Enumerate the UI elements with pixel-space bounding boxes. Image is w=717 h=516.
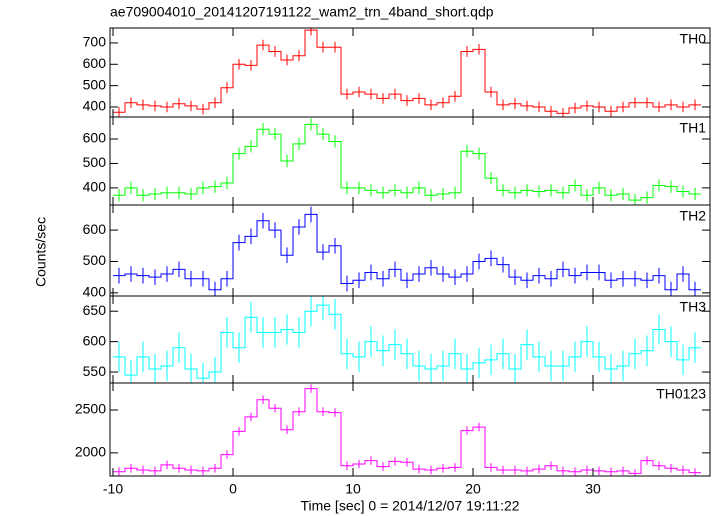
panel-frame xyxy=(109,204,711,297)
x-tick-label: 0 xyxy=(229,481,237,497)
panel-frame xyxy=(109,116,711,206)
y-axis-label: Counts/sec xyxy=(33,217,49,287)
panel-label: TH1 xyxy=(680,120,707,136)
panel-label: TH2 xyxy=(680,208,707,224)
y-tick-label: 600 xyxy=(83,332,107,348)
y-tick-label: 500 xyxy=(83,154,107,170)
x-tick-label: 20 xyxy=(465,481,481,497)
y-tick-label: 2500 xyxy=(75,401,106,417)
y-tick-label: 700 xyxy=(83,34,107,50)
panel-frame xyxy=(109,295,711,384)
y-tick-label: 550 xyxy=(83,363,107,379)
x-axis-label: Time [sec] 0 = 2014/12/07 19:11:22 xyxy=(300,498,519,514)
step-line xyxy=(113,123,701,201)
x-tick-label: 30 xyxy=(585,481,601,497)
chart-title: ae709004010_20141207191122_wam2_trn_4ban… xyxy=(110,4,494,20)
y-tick-label: 600 xyxy=(83,221,107,237)
panel-frame xyxy=(109,382,711,477)
x-tick-label: 10 xyxy=(345,481,361,497)
panel-label: TH0123 xyxy=(656,386,706,402)
y-tick-label: 600 xyxy=(83,130,107,146)
y-tick-label: 400 xyxy=(83,98,107,114)
y-tick-label: 500 xyxy=(83,76,107,92)
y-tick-label: 650 xyxy=(83,302,107,318)
y-tick-label: 600 xyxy=(83,55,107,71)
y-tick-label: 400 xyxy=(83,284,107,300)
step-line xyxy=(113,213,701,291)
panel-frame xyxy=(109,27,711,118)
panel-label: TH0 xyxy=(680,31,707,47)
x-tick-label: -10 xyxy=(103,481,123,497)
step-line xyxy=(113,388,701,474)
y-tick-label: 400 xyxy=(83,179,107,195)
y-tick-label: 500 xyxy=(83,252,107,268)
panel-label: TH3 xyxy=(680,299,707,315)
y-tick-label: 2000 xyxy=(75,444,106,460)
